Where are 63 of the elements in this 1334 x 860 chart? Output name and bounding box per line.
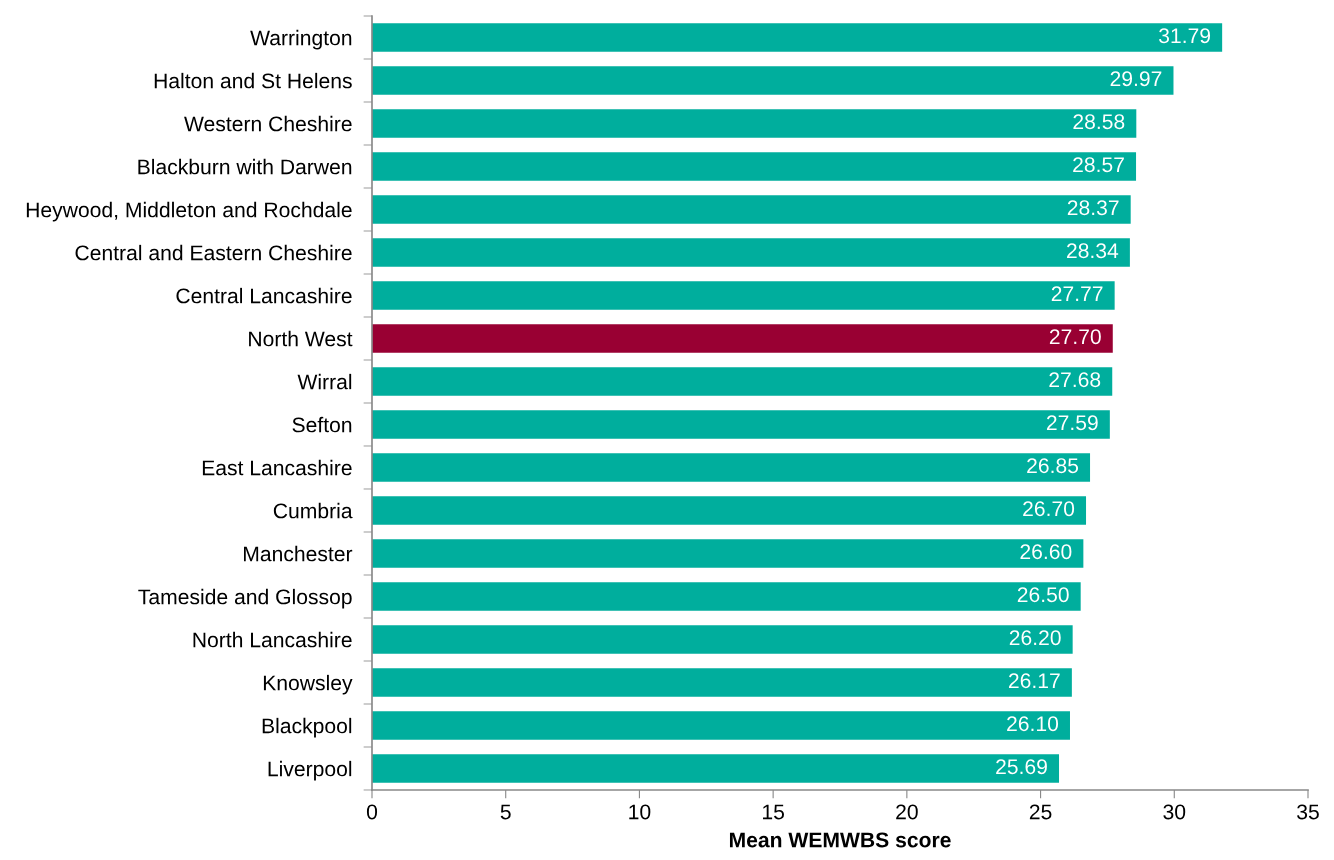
data-label: 26.50 [1017, 587, 1069, 603]
data-label: 28.57 [1073, 157, 1124, 173]
bar [372, 152, 1137, 181]
x-tick-label: 15 [763, 804, 784, 820]
y-tick-label: East Lancashire [202, 459, 352, 476]
x-tick-label: 35 [1297, 804, 1319, 820]
data-label: 26.70 [1023, 501, 1075, 517]
y-tick-label: North Lancashire [193, 631, 352, 648]
data-label: 26.17 [1008, 673, 1060, 689]
x-tick-label: 5 [500, 804, 511, 820]
x-tick-label: 0 [366, 804, 378, 820]
y-tick-label: Western Cheshire [184, 115, 352, 132]
data-label: 26.20 [1009, 630, 1061, 646]
bar [372, 496, 1087, 525]
y-tick-label: Liverpool [268, 760, 352, 781]
x-axis-title: Mean WEMWBS score [729, 832, 951, 848]
data-label: 31.79 [1159, 28, 1211, 44]
bar [372, 281, 1115, 310]
y-tick-label: Blackpool [262, 717, 352, 738]
y-tick-label: Halton and St Helens [154, 72, 352, 89]
data-label: 28.37 [1067, 200, 1119, 216]
data-label: 26.10 [1007, 716, 1059, 732]
y-tick-label: Blackburn with Darwen [138, 158, 352, 175]
data-label: 25.69 [996, 759, 1047, 775]
x-tick-label: 10 [629, 804, 651, 820]
bar [372, 668, 1072, 697]
x-tick-label: 25 [1029, 804, 1052, 820]
data-label: 27.68 [1049, 372, 1101, 388]
y-tick-label: Knowsley [263, 674, 353, 695]
data-label: 26.60 [1020, 544, 1072, 560]
y-tick-label: Central and Eastern Cheshire [75, 244, 352, 261]
y-tick-label: Warrington [250, 29, 352, 50]
bar [372, 754, 1060, 783]
bar [372, 238, 1130, 267]
data-label: 28.58 [1073, 114, 1125, 130]
bar [372, 453, 1091, 482]
data-label: 27.59 [1046, 415, 1098, 431]
bar [372, 66, 1174, 95]
bar [372, 410, 1110, 439]
data-label: 26.85 [1027, 458, 1079, 474]
bar [372, 109, 1137, 138]
y-tick-label: Sefton [292, 416, 352, 433]
y-tick-label: Heywood, Middleton and Rochdale [26, 201, 352, 222]
bar [372, 625, 1073, 654]
x-tick-label: 20 [896, 804, 918, 820]
bar [372, 582, 1081, 611]
bar [372, 367, 1113, 396]
y-tick-label: Cumbria [273, 502, 353, 519]
bar [372, 23, 1223, 52]
y-tick-label: Wirral [297, 373, 352, 390]
data-label: 27.70 [1049, 329, 1101, 345]
bar [372, 711, 1070, 740]
bar [372, 539, 1084, 568]
bar [372, 195, 1131, 224]
y-tick-label: Central Lancashire [176, 287, 352, 304]
data-label: 28.34 [1067, 243, 1119, 259]
y-tick-label: North West [249, 330, 353, 347]
data-label: 27.77 [1051, 286, 1103, 301]
bar [372, 324, 1113, 353]
x-tick-label: 30 [1163, 804, 1186, 820]
y-tick-label: Tameside and Glossop [138, 588, 352, 609]
y-tick-label: Manchester [244, 545, 353, 562]
data-label: 29.97 [1110, 71, 1162, 87]
